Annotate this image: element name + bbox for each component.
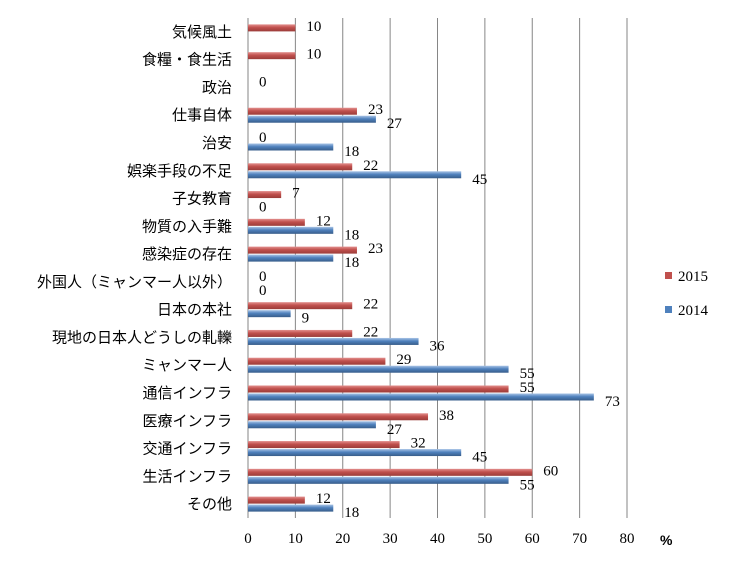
- category-label: 感染症の存在: [142, 245, 232, 263]
- value-label-2015: 29: [396, 352, 411, 368]
- bar-2015: [248, 24, 296, 32]
- bar-2014: [248, 449, 462, 457]
- value-label-2014: 18: [344, 144, 359, 160]
- bar-2014: [248, 393, 594, 401]
- value-label-2014: 9: [302, 311, 310, 327]
- bar-2015: [248, 163, 353, 171]
- category-label: 仕事自体: [172, 106, 232, 124]
- legend-label-2014: 2014: [678, 303, 709, 319]
- value-label-2015: 23: [368, 102, 383, 118]
- legend-swatch-2015: [665, 272, 672, 279]
- value-label-2014: 27: [387, 422, 403, 438]
- value-label-2014: 0: [259, 200, 267, 216]
- x-tick-label: 30: [383, 531, 398, 547]
- category-label: 現地の日本人どうしの軋轢: [52, 328, 232, 346]
- value-label-2015: 60: [543, 463, 558, 479]
- value-label-2014: 18: [344, 227, 359, 243]
- category-label: 物質の入手難: [142, 217, 232, 235]
- x-tick-label: 10: [288, 531, 303, 547]
- value-label-2015: 10: [306, 47, 321, 63]
- value-label-2015: 38: [439, 408, 454, 424]
- x-tick-label: 60: [525, 531, 540, 547]
- bar-2014: [248, 226, 334, 234]
- value-label-2015: 0: [259, 269, 267, 285]
- value-label-2015: 12: [316, 491, 331, 507]
- value-label-2014: 73: [605, 394, 620, 410]
- value-label-2015: 32: [411, 436, 426, 452]
- category-label: その他: [187, 495, 232, 513]
- value-label-2014: 18: [344, 505, 359, 521]
- value-label-2015: 23: [368, 241, 383, 257]
- category-label: 日本の本社: [157, 301, 232, 319]
- value-label-2014: 0: [259, 283, 267, 299]
- bar-2014: [248, 421, 376, 429]
- bar-2014: [248, 115, 376, 123]
- bar-2015: [248, 441, 400, 449]
- value-label-2014: 55: [520, 477, 535, 493]
- value-label-2015: 22: [363, 297, 378, 313]
- category-label: 子女教育: [172, 190, 232, 208]
- bar-2015: [248, 329, 353, 337]
- bar-2014: [248, 365, 509, 373]
- x-tick-label: 70: [572, 531, 587, 547]
- bar-2015: [248, 246, 357, 254]
- value-label-2015: 0: [259, 130, 267, 146]
- category-label: 交通インフラ: [142, 440, 232, 458]
- bar-2014: [248, 310, 291, 318]
- value-label-2015: 12: [316, 213, 331, 229]
- x-axis-unit: %: [660, 532, 673, 548]
- value-label-2015: 22: [363, 158, 378, 174]
- value-label-2015: 55: [520, 380, 535, 396]
- bar-2015: [248, 302, 353, 310]
- bar-2014: [248, 143, 334, 151]
- legend-swatch-2014: [665, 306, 672, 313]
- category-label: 医療インフラ: [142, 412, 232, 430]
- legend-label-2015: 2015: [678, 269, 708, 285]
- category-label: 食糧・食生活: [142, 51, 232, 69]
- bar-2015: [248, 468, 533, 476]
- bar-2015: [248, 107, 357, 115]
- category-label: 通信インフラ: [142, 384, 232, 402]
- x-tick-label: 40: [430, 531, 445, 547]
- value-label-2014: 45: [472, 450, 487, 466]
- bar-2015: [248, 385, 509, 393]
- bar-2015: [248, 191, 282, 199]
- bar-2014: [248, 337, 419, 345]
- value-label-2014: 18: [344, 255, 359, 271]
- value-label-2014: 36: [430, 338, 446, 354]
- category-label: 娯楽手段の不足: [127, 162, 232, 180]
- value-label-2015: 10: [306, 19, 321, 35]
- bar-2014: [248, 171, 462, 179]
- category-label: 政治: [202, 78, 232, 96]
- bar-2015: [248, 218, 305, 226]
- value-label-2015: 0: [259, 74, 267, 90]
- category-label: 生活インフラ: [142, 467, 232, 485]
- bar-2015: [248, 496, 305, 504]
- category-label: 外国人（ミャンマー人以外）: [37, 273, 232, 291]
- x-tick-label: 0: [244, 531, 252, 547]
- bar-2015: [248, 357, 386, 365]
- category-label: 気候風土: [172, 23, 232, 41]
- bar-2014: [248, 254, 334, 262]
- value-label-2015: 22: [363, 324, 378, 340]
- value-label-2014: 45: [472, 172, 487, 188]
- bar-2015: [248, 52, 296, 60]
- bar-2014: [248, 476, 509, 484]
- x-tick-label: 50: [477, 531, 492, 547]
- value-label-2014: 55: [520, 366, 535, 382]
- category-label: ミャンマー人: [142, 356, 232, 374]
- x-tick-label: 20: [335, 531, 350, 547]
- bar-2015: [248, 413, 429, 421]
- x-tick-label: 80: [620, 531, 635, 547]
- bar-2014: [248, 504, 334, 512]
- value-label-2014: 27: [387, 116, 403, 132]
- category-label: 治安: [202, 134, 232, 152]
- value-label-2015: 7: [292, 186, 300, 202]
